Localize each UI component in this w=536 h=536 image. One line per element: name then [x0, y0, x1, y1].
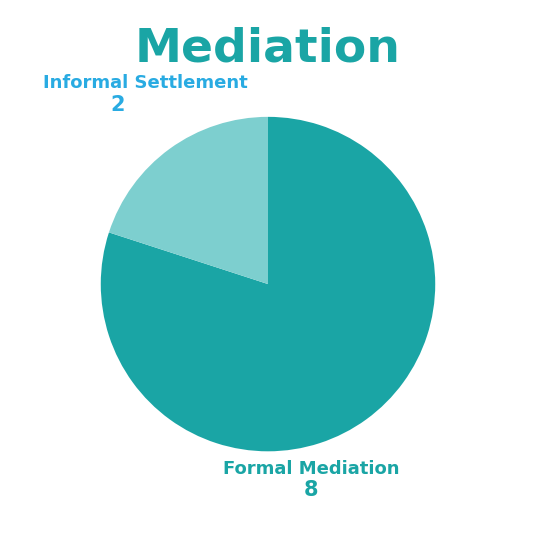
- Wedge shape: [101, 117, 435, 451]
- Text: Informal Settlement: Informal Settlement: [43, 74, 248, 92]
- Text: Mediation: Mediation: [135, 27, 401, 72]
- Wedge shape: [109, 117, 268, 284]
- Text: 8: 8: [303, 480, 318, 501]
- Text: Formal Mediation: Formal Mediation: [222, 460, 399, 478]
- Text: 2: 2: [110, 94, 125, 115]
